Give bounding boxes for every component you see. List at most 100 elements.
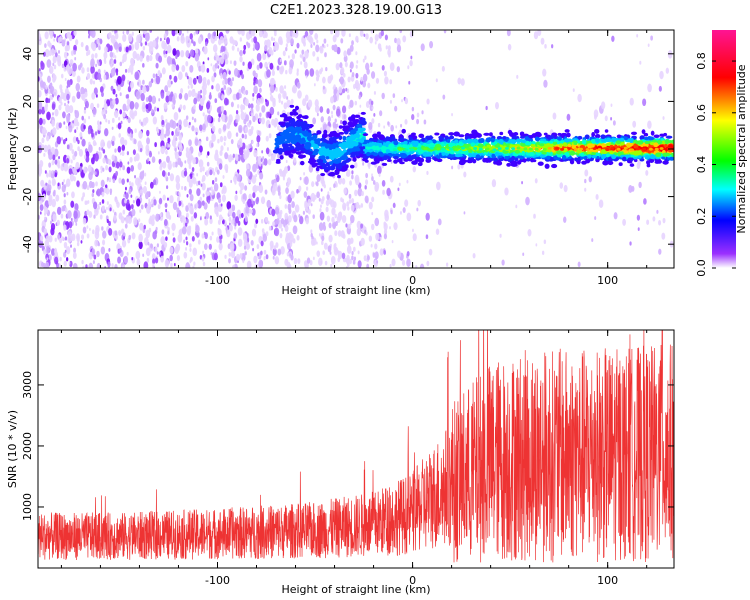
heatmap-noise-cell [56,136,62,145]
heatmap-noise-cell [121,144,126,152]
heatmap-noise-cell [224,254,227,259]
heatmap-noise-cell [142,79,145,85]
heatmap-noise-cell [332,121,337,129]
heatmap-noise-cell [310,44,313,49]
heatmap-signal-cell [276,158,281,163]
heatmap-noise-cell [226,122,231,130]
figure-title: C2E1.2023.328.19.00.G13 [270,3,442,18]
heatmap-noise-cell [67,210,72,219]
heatmap-noise-cell [94,152,99,162]
heatmap-noise-cell [202,261,206,267]
heatmap-noise-cell [61,236,64,241]
heatmap-noise-cell [121,239,127,248]
heatmap-signal-cell [282,113,288,118]
heatmap-noise-cell [192,157,197,165]
heatmap-noise-cell [144,116,149,124]
heatmap-noise-cell [166,56,172,65]
heatmap-noise-cell [77,146,80,152]
heatmap-noise-cell [145,229,151,239]
heatmap-signal-cell [577,135,583,140]
heatmap-noise-cell [252,163,257,173]
heatmap-noise-cell [83,124,86,130]
heatmap-noise-cell [188,180,193,188]
heatmap-noise-cell [169,246,174,254]
heatmap-noise-cell [290,190,295,199]
heatmap-noise-cell [259,87,262,93]
heatmap-noise-cell [321,179,326,187]
heatmap-noise-cell [202,250,205,255]
heatmap-noise-cell [316,174,321,183]
heatmap-signal-cell [616,134,622,139]
heatmap-noise-cell [272,100,276,108]
heatmap-noise-cell [95,93,98,98]
heatmap-noise-cell [151,203,154,208]
heatmap-noise-cell [39,211,42,215]
heatmap-noise-cell [201,256,205,262]
heatmap-noise-cell [259,172,264,180]
heatmap-signal-cell [284,140,290,144]
heatmap-noise-cell [244,98,249,107]
heatmap-noise-cell [88,180,93,189]
heatmap-noise-cell [274,206,280,215]
heatmap-noise-cell [118,212,123,220]
heatmap-noise-cell [43,249,47,255]
heatmap-signal-cell [288,119,294,124]
heatmap-signal-cell [541,151,547,155]
heatmap-noise-cell [636,34,639,38]
heatmap-noise-cell [51,103,56,111]
heatmap-noise-cell [309,68,315,77]
heatmap-noise-cell [206,161,210,167]
heatmap-noise-cell [345,171,349,177]
heatmap-signal-cell [329,154,335,161]
heatmap-noise-cell [307,99,313,108]
heatmap-noise-cell [39,80,44,88]
heatmap-noise-cell [270,50,274,56]
heatmap-signal-cell [272,149,280,154]
heatmap-noise-cell [121,178,125,186]
heatmap-noise-cell [234,40,238,46]
heatmap-signal-cell [319,158,324,163]
heatmap-signal-cell [594,137,600,143]
heatmap-noise-cell [124,139,128,146]
heatmap-noise-cell [330,263,333,268]
heatmap-noise-cell [612,120,616,126]
heatmap-noise-cell [148,227,152,233]
heatmap-noise-cell [219,135,224,143]
heatmap-noise-cell [416,112,420,118]
heatmap-signal-cell [338,125,343,129]
heatmap-noise-cell [47,183,52,192]
heatmap-signal-cell [633,159,638,163]
heatmap-noise-cell [300,61,303,65]
heatmap-noise-cell [111,154,115,161]
heatmap-noise-cell [65,182,68,187]
heatmap-noise-cell [213,72,217,78]
heatmap-noise-cell [48,42,52,49]
heatmap-noise-cell [166,142,169,148]
heatmap-noise-cell [289,253,292,257]
heatmap-noise-cell [201,233,205,239]
heatmap-noise-cell [346,48,351,56]
heatmap-noise-cell [451,113,453,117]
heatmap-noise-cell [250,107,254,114]
heatmap-noise-cell [165,208,168,213]
heatmap-noise-cell [355,64,358,69]
heatmap-noise-cell [176,254,181,261]
heatmap-noise-cell [90,30,96,39]
heatmap-noise-cell [293,257,298,265]
heatmap-noise-cell [358,204,361,209]
heatmap-noise-cell [60,137,63,141]
heatmap-noise-cell [122,111,126,118]
heatmap-noise-cell [189,33,193,40]
heatmap-noise-cell [110,68,116,77]
heatmap-noise-cell [559,182,564,189]
heatmap-noise-cell [250,240,254,246]
heatmap-signal-cell [594,133,601,139]
heatmap-noise-cell [217,65,220,69]
heatmap-noise-cell [659,70,664,80]
heatmap-noise-cell [74,203,79,211]
heatmap-noise-cell [98,146,101,151]
heatmap-noise-cell [241,30,245,37]
heatmap-noise-cell [140,121,143,126]
heatmap-noise-cell [211,180,215,185]
heatmap-noise-cell [88,144,93,153]
